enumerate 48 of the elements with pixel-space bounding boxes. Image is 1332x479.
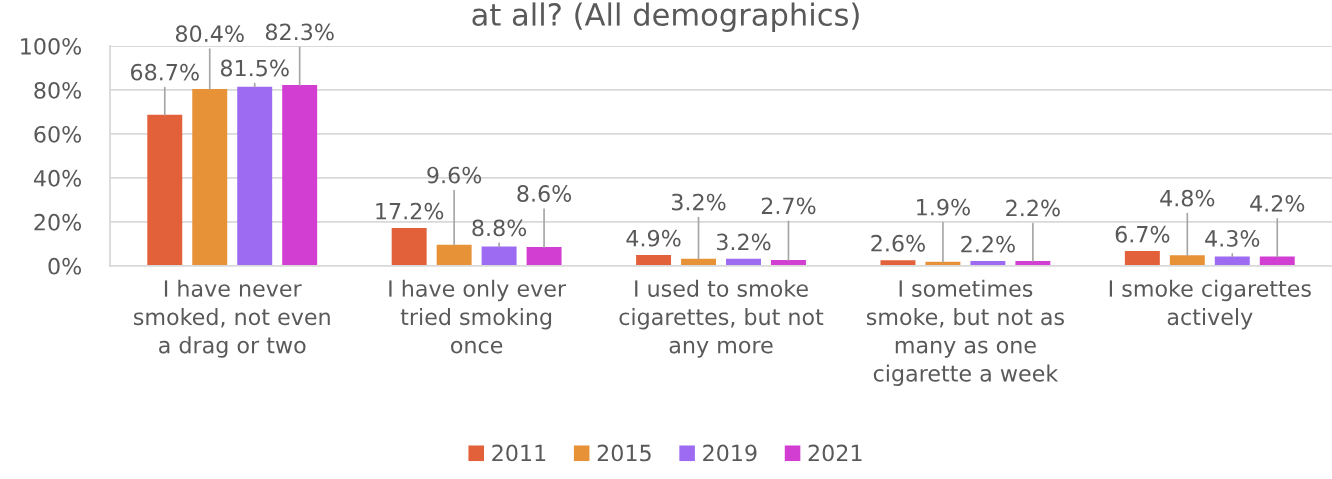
data-label: 6.7%	[1115, 225, 1170, 243]
bar	[1169, 255, 1205, 266]
bar	[636, 255, 672, 266]
bar	[282, 84, 318, 266]
bar	[147, 114, 183, 266]
legend-label: 2021	[808, 444, 862, 462]
data-label: 81.5%	[220, 59, 289, 77]
x-tick-label: I used to smoke cigarettes, but not any more	[619, 279, 824, 358]
bar	[391, 228, 427, 266]
data-label: 8.8%	[472, 219, 527, 237]
data-label: 17.2%	[376, 202, 444, 220]
data-label: 4.3%	[1205, 230, 1260, 247]
y-tick-label: 60%	[34, 125, 82, 143]
data-label: 9.6%	[427, 166, 482, 184]
legend-label: 2015	[597, 444, 651, 462]
data-label: 2.6%	[871, 234, 925, 252]
data-label: 4.2%	[1250, 195, 1305, 212]
data-label: 4.8%	[1160, 189, 1215, 207]
y-tick-label: 0%	[48, 257, 82, 275]
bar	[481, 246, 517, 266]
bar	[192, 89, 228, 266]
y-tick-label: 100%	[21, 37, 82, 55]
x-tick-label: I have never smoked, not even a drag or two	[134, 279, 330, 358]
chart-title: at all? (All demographics)	[472, 2, 859, 32]
data-label: 8.6%	[517, 185, 572, 202]
data-label: 3.2%	[716, 233, 771, 251]
bar	[1124, 251, 1160, 266]
data-label: 80.4%	[175, 25, 244, 43]
bar	[526, 246, 562, 266]
data-label: 2.2%	[1006, 199, 1060, 217]
data-label: 1.9%	[917, 198, 970, 216]
y-tick-label: 20%	[34, 213, 82, 231]
x-tick-label: I sometimes smoke, but not as many as one cigarette a week	[866, 279, 1064, 387]
legend-label: 2019	[703, 444, 757, 462]
data-label: 3.2%	[671, 193, 726, 211]
legend-label: 2011	[492, 444, 546, 462]
bar	[237, 86, 273, 266]
bar	[1214, 256, 1250, 266]
y-tick-label: 80%	[34, 81, 82, 99]
y-tick-label: 40%	[33, 169, 82, 187]
data-label: 82.3%	[265, 23, 334, 41]
data-label: 4.9%	[626, 229, 681, 247]
x-tick-label: I smoke cigarettes actively	[1109, 279, 1311, 330]
data-label: 2.7%	[761, 197, 816, 215]
data-label: 68.7%	[131, 63, 199, 81]
x-tick-label: I have only ever tried smoking once	[389, 279, 567, 354]
bar	[436, 244, 472, 266]
data-label: 2.2%	[961, 235, 1015, 253]
